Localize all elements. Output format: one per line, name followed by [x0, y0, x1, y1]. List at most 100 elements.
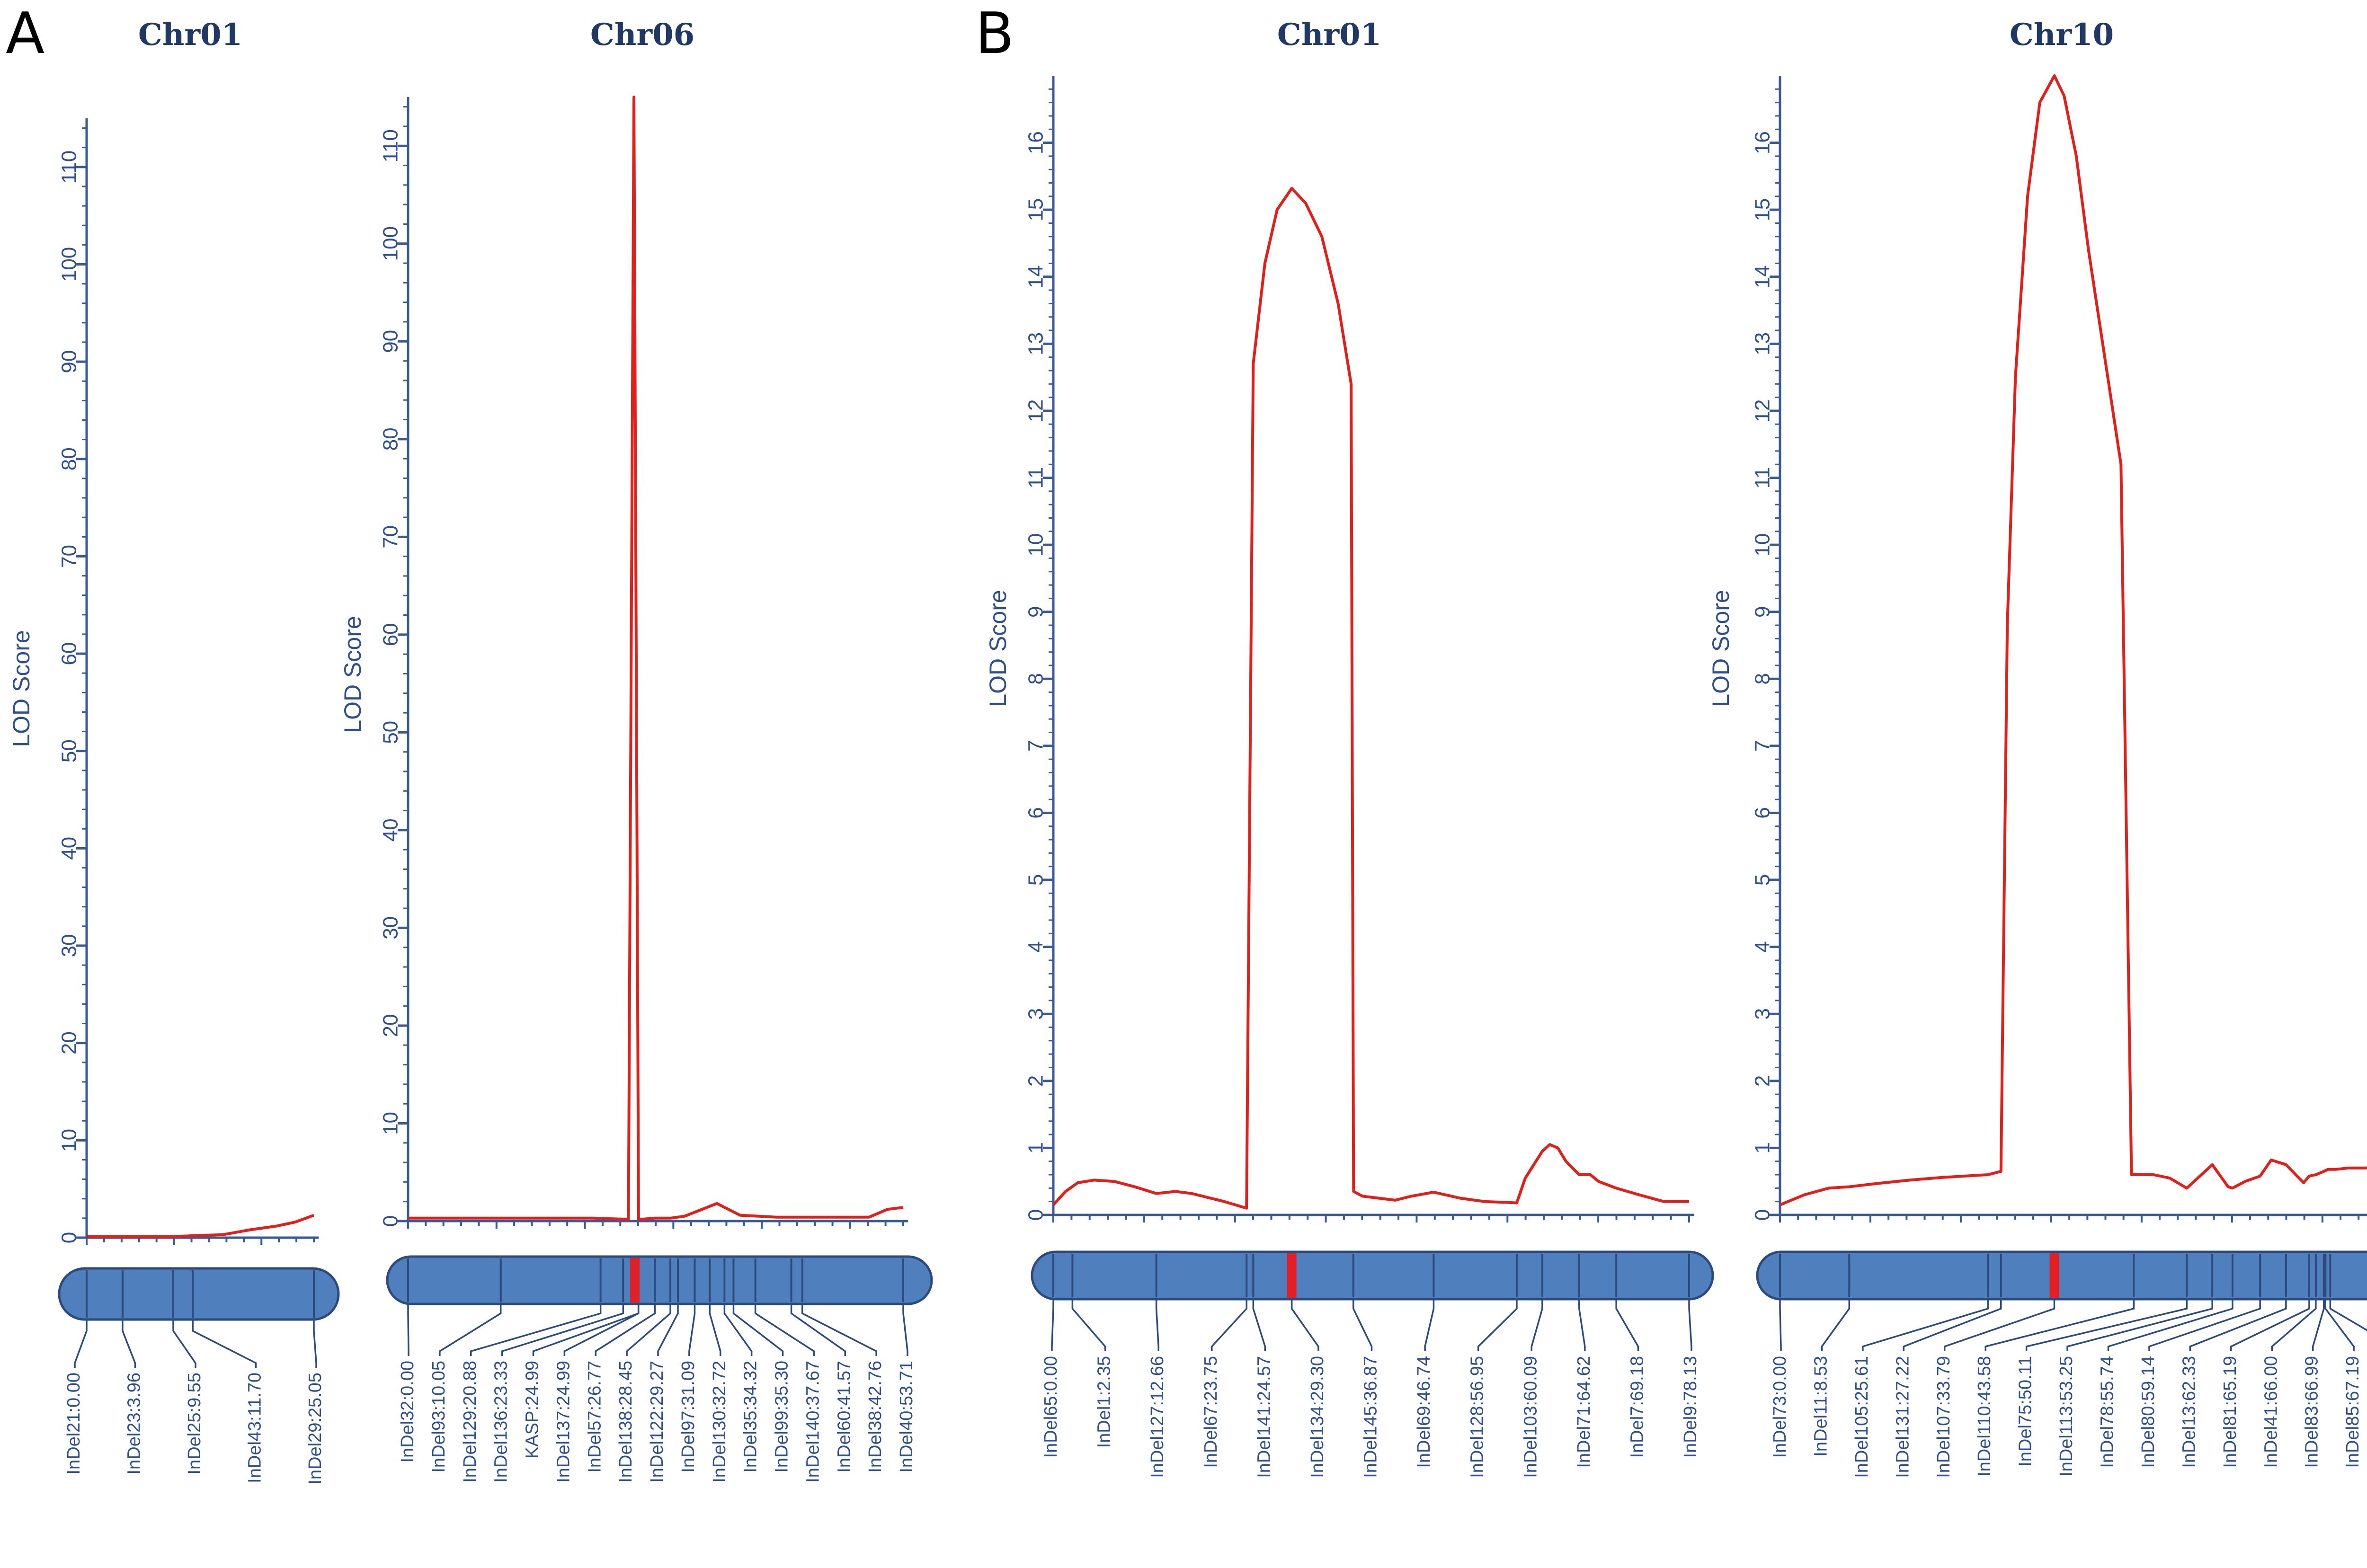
y-tick-label: 4: [1024, 941, 1048, 952]
y-tick-label: 9: [1024, 606, 1048, 617]
marker-label: InDel97:31.09: [678, 1361, 698, 1473]
marker-label: InDel145:36.87: [1361, 1356, 1381, 1478]
marker-leader-line: [74, 1320, 88, 1368]
marker-label: InDel137:24.99: [553, 1361, 573, 1483]
marker-label: InDel110:43.58: [1975, 1356, 1994, 1477]
marker-label: InDel83:66.99: [2302, 1356, 2322, 1468]
lod-curve-line: [1779, 74, 2367, 1206]
marker-leader-line: [1252, 1299, 1266, 1351]
marker-label: InDel7:69.18: [1627, 1356, 1647, 1458]
marker-label: InDel127:12.66: [1148, 1356, 1167, 1478]
panel-letter-a: A: [6, 1, 44, 67]
marker-leader-line: [1051, 1299, 1054, 1351]
y-tick-label: 70: [58, 545, 81, 568]
lod-curve: [1779, 74, 2367, 1206]
y-tick-label: 80: [379, 427, 402, 451]
lod-curve: [1052, 186, 1689, 1210]
marker-label: KASP:24.99: [523, 1361, 543, 1459]
y-tick-label: 12: [1024, 399, 1048, 422]
marker-label: InDel85:67.19: [2343, 1356, 2363, 1468]
y-tick-label: 11: [1024, 467, 1048, 489]
y-tick-label: 1: [1024, 1142, 1048, 1153]
marker-leader-line: [1290, 1299, 1319, 1351]
marker-label: InDel1:2.35: [1095, 1356, 1114, 1448]
marker-label: InDel140:37.67: [803, 1361, 823, 1483]
y-tick-label: 100: [58, 247, 81, 282]
y-tick-label: 10: [1751, 533, 1774, 557]
qtl-band: [630, 1258, 640, 1302]
chart-panel-a-chr01: Chr01 LOD Score 0 10 20 30 40 50 60 70 80 90 100 11…: [8, 17, 340, 1485]
y-axis-label: LOD Score: [1708, 590, 1734, 707]
marker-label: InDel60:41.57: [834, 1361, 854, 1473]
marker-label: InDel107:33.79: [1934, 1356, 1954, 1478]
marker-leader-line: [688, 1304, 696, 1356]
marker-leader-line: [1211, 1299, 1247, 1351]
marker-leader-line: [1615, 1299, 1639, 1351]
marker-leader-line: [1578, 1299, 1586, 1351]
marker-label: InDel103:60.09: [1521, 1356, 1540, 1478]
marker-leader-line: [439, 1304, 502, 1356]
y-tick-label: 14: [1751, 265, 1774, 288]
y-tick-label: 20: [58, 1031, 81, 1054]
marker-leader-line: [2189, 1299, 2287, 1351]
marker-label: InDel41:66.00: [2261, 1356, 2281, 1468]
marker-leader-line: [1477, 1299, 1518, 1351]
y-tick-label: 2: [1751, 1075, 1774, 1087]
marker-label: InDel134:29.30: [1308, 1356, 1327, 1478]
chart-panel-a-chr06: Chr06 LOD Score 0 10 20 30 40 50 60 70 80 90 100 11…: [339, 17, 933, 1483]
marker-leader-line: [122, 1320, 136, 1368]
y-tick-label: 3: [1751, 1008, 1774, 1019]
y-tick-label: 1: [1751, 1142, 1774, 1153]
marker-label: InDel9:78.13: [1681, 1356, 1700, 1458]
y-tick-label: 10: [58, 1129, 81, 1152]
lod-curve: [87, 1214, 315, 1238]
y-tick-label: 15: [1751, 198, 1774, 221]
chart-title: Chr10: [2010, 17, 2114, 53]
y-tick-label: 8: [1024, 673, 1048, 684]
qtl-band: [1287, 1253, 1297, 1298]
y-tick-label: 13: [1751, 332, 1774, 355]
marker-label: InDel105:25.61: [1852, 1356, 1872, 1478]
marker-label: InDel78:55.74: [2098, 1356, 2118, 1468]
chart-title: Chr01: [138, 17, 242, 53]
marker-leader-line: [790, 1304, 846, 1356]
y-tick-label: 10: [1024, 533, 1048, 557]
y-axis-label: LOD Score: [8, 630, 35, 747]
marker-leader-line: [1903, 1299, 2002, 1351]
marker-leader-line: [2329, 1299, 2367, 1331]
y-tick-label: 3: [1024, 1008, 1048, 1019]
marker-leader-line: [709, 1304, 721, 1356]
marker-leader-line: [2107, 1299, 2234, 1351]
marker-leader-line: [172, 1320, 196, 1368]
y-tick-label: 16: [1751, 131, 1774, 154]
chromosome-bar: [1756, 1250, 2367, 1301]
y-tick-label: 11: [1751, 467, 1774, 489]
marker-leader-line: [1353, 1299, 1373, 1351]
chromosome-map: InDel73:0.00 InDel11:8.53 InDel105:25.61 In…: [1756, 1250, 2367, 1478]
marker-label: InDel141:24.57: [1254, 1356, 1274, 1478]
y-tick-label: 7: [1024, 740, 1048, 752]
y-tick-label: 30: [379, 916, 402, 939]
marker-label: InDel75:50.11: [2016, 1356, 2036, 1467]
y-tick-label: 4: [1751, 941, 1774, 952]
y-tick-label: 2: [1024, 1075, 1048, 1087]
y-tick-label: 30: [58, 934, 81, 957]
marker-label: InDel130:32.72: [710, 1361, 730, 1483]
marker-leader-line: [313, 1320, 317, 1368]
axes: 0 10 20 30 40 50 60 70 80 90 100 110: [58, 118, 319, 1245]
marker-leader-line: [1155, 1299, 1159, 1351]
y-tick-label: 50: [379, 721, 402, 744]
panel-letter-b: B: [975, 1, 1014, 67]
y-axis-label: LOD Score: [985, 590, 1011, 707]
y-tick-label: 0: [1024, 1209, 1048, 1221]
y-tick-label: 7: [1751, 740, 1774, 752]
y-tick-label: 40: [379, 818, 402, 842]
marker-label: InDel11:8.53: [1811, 1356, 1831, 1457]
marker-label: InDel69:46.74: [1414, 1356, 1434, 1468]
marker-leader-line: [595, 1304, 656, 1356]
y-tick-label: 60: [379, 623, 402, 646]
marker-label: InDel23:3.96: [125, 1373, 144, 1475]
